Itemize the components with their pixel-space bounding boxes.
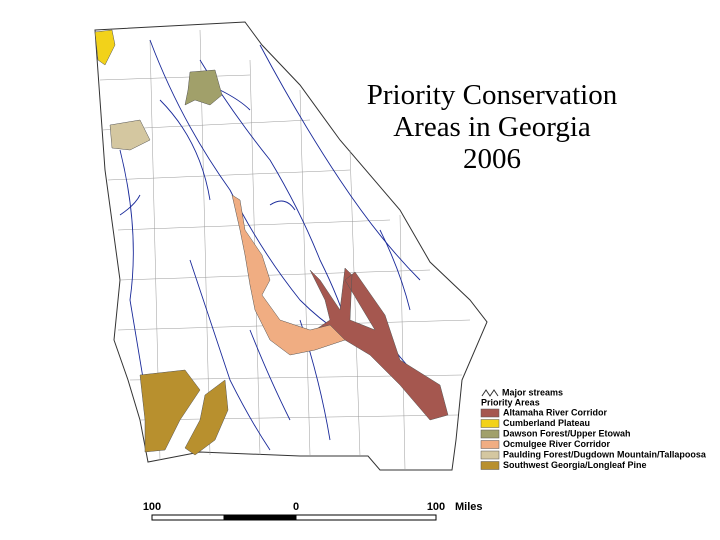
scale-label: 100 [427,501,445,513]
priority-area [184,69,223,106]
scale-segment [151,514,225,521]
priority-area [94,29,116,66]
legend-label: Dawson Forest/Upper Etowah [503,428,631,438]
legend-swatch [480,429,500,439]
legend-label: Southwest Georgia/Longleaf Pine [503,460,647,470]
priority-areas [94,29,449,456]
priority-area [231,194,346,356]
map-title: Areas in Georgia [393,111,591,143]
scale-segment [295,514,437,521]
scale-label: 0 [293,501,299,513]
scale-unit: Miles [455,501,483,513]
scale-bar: 100 0 100 Miles [143,501,483,521]
priority-area [139,369,229,456]
legend-swatch [480,408,500,418]
legend-label: Altamaha River Corridor [503,407,608,417]
map-title: 2006 [463,143,521,175]
legend-label: Cumberland Plateau [503,418,590,428]
legend-swatch [480,461,500,470]
legend-label: Ocmulgee River Corridor [503,439,611,449]
legend: Major streams Priority Areas Altamaha Ri… [480,387,707,470]
legend-label: Major streams [502,387,563,397]
legend-swatch [480,450,500,460]
legend-swatch [480,440,500,449]
stream-symbol [481,389,499,397]
scale-segment [223,514,297,521]
legend-label: Paulding Forest/Dugdown Mountain/Tallapo… [503,449,707,459]
map-title: Priority Conservation [367,79,618,111]
legend-heading: Priority Areas [481,397,540,407]
priority-area [109,119,151,151]
scale-label: 100 [143,501,161,513]
legend-swatch [480,419,500,428]
